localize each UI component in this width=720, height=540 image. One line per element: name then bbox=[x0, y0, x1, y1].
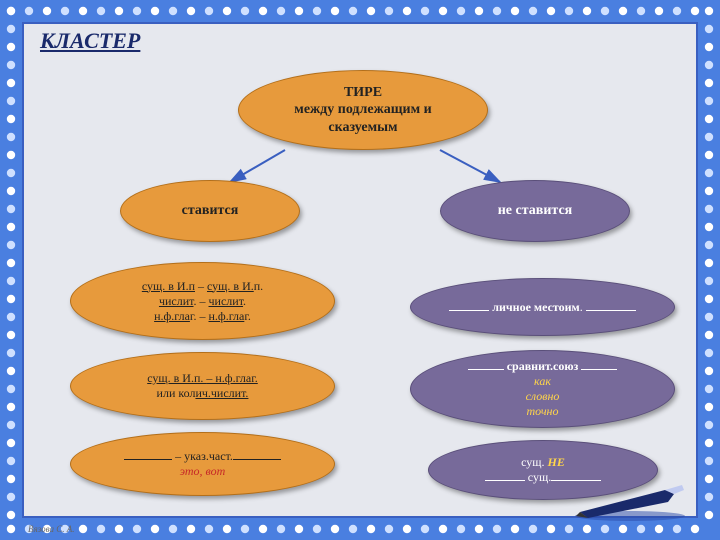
left-header-bubble: ставится bbox=[120, 180, 300, 242]
left-item-1: сущ. в И.п. – н.ф.глаг.или колич.числит. bbox=[70, 352, 335, 420]
left-item-0: сущ. в И.п – сущ. в И.п.числит. – числит… bbox=[70, 262, 335, 340]
right-item-2: сущ. НЕ сущ. bbox=[428, 440, 658, 500]
page-title: КЛАСТЕР bbox=[40, 28, 140, 54]
right-header-bubble: не ставится bbox=[440, 180, 630, 242]
right-item-1: сравнит.союз каксловноточно bbox=[410, 350, 675, 428]
author-signature: Вязова С. А. bbox=[28, 524, 75, 534]
slide-frame: КЛАСТЕР ТИРЕмежду подлежащим исказуемым с… bbox=[0, 0, 720, 540]
left-item-2: – указ.част.это, вот bbox=[70, 432, 335, 496]
right-item-0: личное местоим. bbox=[410, 278, 675, 336]
root-bubble: ТИРЕмежду подлежащим исказуемым bbox=[238, 70, 488, 150]
